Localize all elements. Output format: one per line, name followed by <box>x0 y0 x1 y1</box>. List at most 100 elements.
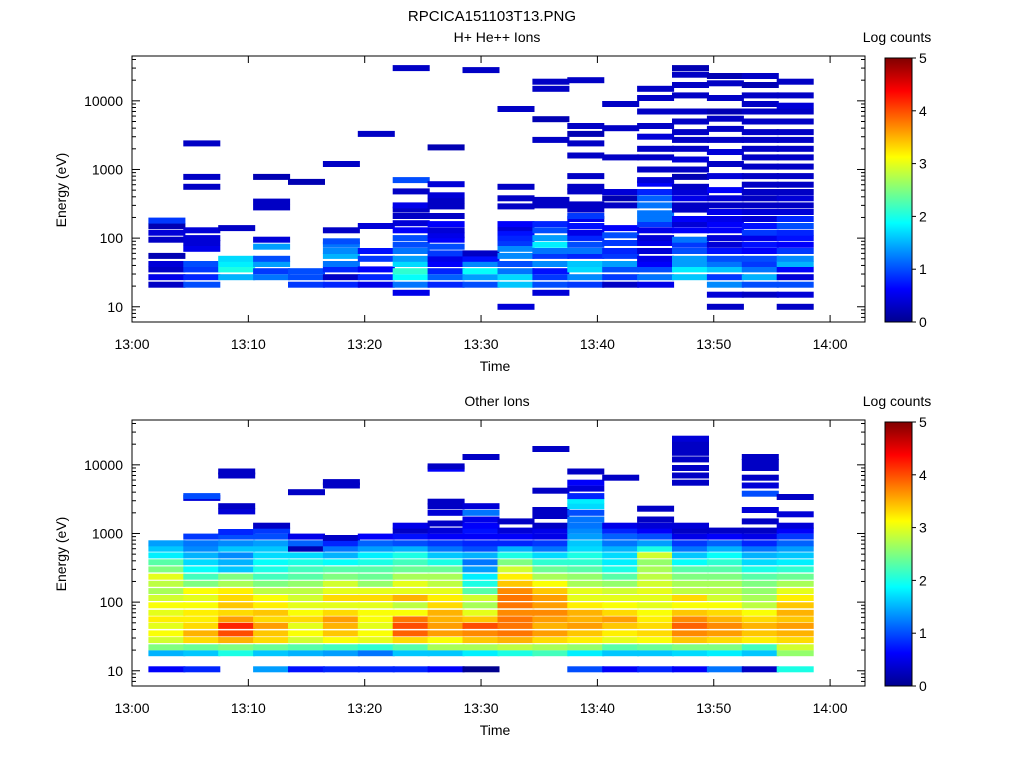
heatmap-cell <box>357 595 395 601</box>
y-tick-label: 10 <box>107 299 123 315</box>
heatmap-cell <box>706 602 744 609</box>
heatmap-cell <box>497 644 535 651</box>
heatmap-cell <box>427 498 465 505</box>
heatmap-cell <box>706 73 744 79</box>
heatmap-cell <box>637 533 675 540</box>
heatmap-cell <box>392 580 430 587</box>
heatmap-cell <box>637 588 675 595</box>
heatmap-cell <box>392 545 430 552</box>
heatmap-cell <box>322 545 360 552</box>
heatmap-cell <box>288 489 325 496</box>
heatmap-cell <box>602 261 640 267</box>
colorbar-tick-label: 1 <box>919 625 927 641</box>
heatmap-cell <box>218 622 256 629</box>
heatmap-cell <box>637 281 675 288</box>
heatmap-cell <box>706 533 744 540</box>
heatmap-cell <box>288 609 325 616</box>
heatmap-cell <box>602 154 640 161</box>
heatmap-cell <box>462 622 500 629</box>
heatmap-cell <box>427 630 465 637</box>
heatmap-cell <box>776 303 814 310</box>
heatmap-cell <box>183 281 221 288</box>
heatmap-cell <box>288 622 325 629</box>
heatmap-cell <box>462 552 500 559</box>
heatmap-cell <box>602 248 640 254</box>
heatmap-cell <box>637 248 675 254</box>
heatmap-cell <box>288 595 325 601</box>
colorbar <box>884 57 913 323</box>
heatmap-cell <box>183 493 221 500</box>
heatmap-cell <box>776 602 814 609</box>
heatmap-cell <box>532 622 570 629</box>
heatmap-cell <box>706 274 744 281</box>
heatmap-cell <box>322 479 360 486</box>
heatmap-cell <box>741 108 779 115</box>
heatmap-cell <box>637 210 675 217</box>
colorbar-tick-label: 0 <box>919 678 927 694</box>
heatmap-cell <box>776 229 814 236</box>
heatmap-cell <box>253 261 291 267</box>
heatmap-cell <box>602 616 640 623</box>
heatmap-cell <box>532 616 570 623</box>
heatmap-cell <box>637 566 675 573</box>
heatmap-cell <box>148 650 186 657</box>
heatmap-cell <box>427 268 465 275</box>
heatmap-cell <box>148 252 186 259</box>
heatmap-cell <box>637 189 675 195</box>
heatmap-cell <box>253 268 291 275</box>
heatmap-cell <box>357 602 395 609</box>
heatmap-cell <box>741 559 779 566</box>
heatmap-cell <box>637 609 675 616</box>
heatmap-cell <box>532 248 570 254</box>
heatmap-cell <box>183 140 221 147</box>
heatmap-cell <box>776 291 814 298</box>
heatmap-cell <box>253 666 291 673</box>
heatmap-cell <box>567 509 605 516</box>
heatmap-cell <box>497 195 535 202</box>
heatmap-cell <box>776 595 814 601</box>
heatmap-cell <box>427 622 465 629</box>
heatmap-cell <box>183 245 221 252</box>
heatmap-cell <box>637 177 675 184</box>
heatmap-cell <box>741 545 779 552</box>
heatmap-cell <box>497 106 535 112</box>
heatmap-cell <box>741 118 779 125</box>
heatmap-cell <box>741 595 779 601</box>
x-tick-label: 13:50 <box>696 700 731 716</box>
heatmap-cell <box>741 533 779 540</box>
heatmap-cell <box>322 248 360 254</box>
heatmap-cell <box>392 255 430 262</box>
heatmap-cell <box>741 223 779 229</box>
heatmap-cell <box>357 130 395 137</box>
heatmap-cell <box>392 220 430 227</box>
heatmap-cell <box>672 173 709 180</box>
heatmap-cell <box>776 622 814 629</box>
heatmap-cell <box>322 261 360 267</box>
heatmap-cell <box>253 616 291 623</box>
heatmap-cell <box>218 595 256 601</box>
y-axis-label: Energy (eV) <box>53 153 69 228</box>
y-tick-label: 10 <box>107 663 123 679</box>
heatmap-cell <box>567 479 605 486</box>
heatmap-cell <box>637 540 675 547</box>
heatmap-cell <box>462 503 500 510</box>
heatmap-cell <box>427 533 465 540</box>
heatmap-cell <box>427 545 465 552</box>
heatmap-cell <box>672 129 709 136</box>
heatmap-cell <box>148 644 186 651</box>
heatmap-cell <box>567 609 605 616</box>
heatmap-cell <box>706 666 744 673</box>
heatmap-cell <box>462 588 500 595</box>
heatmap-cell <box>741 261 779 267</box>
heatmap-cell <box>637 559 675 566</box>
heatmap-cell <box>497 261 535 267</box>
heatmap-cell <box>741 281 779 288</box>
heatmap-cell <box>672 136 709 143</box>
heatmap-cell <box>672 236 709 243</box>
heatmap-cell <box>288 566 325 573</box>
heatmap-cell <box>706 609 744 616</box>
heatmap-cell <box>357 644 395 651</box>
heatmap-cell <box>776 223 814 229</box>
heatmap-cell <box>218 616 256 623</box>
heatmap-cell <box>218 573 256 580</box>
